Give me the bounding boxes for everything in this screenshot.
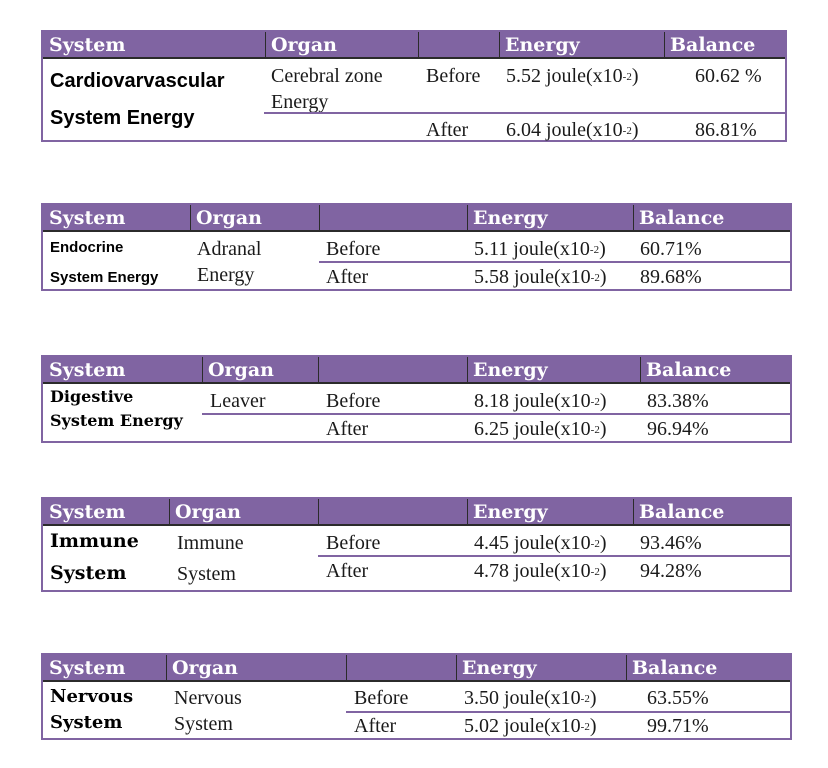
balance-before: 83.38% (647, 390, 709, 412)
balance-after: 99.71% (647, 715, 709, 737)
system-name-line2: System Energy (50, 411, 183, 430)
energy-after: 5.58 joule(x10-2) (474, 266, 607, 288)
system-name-line2: System Energy (50, 269, 159, 286)
phase-after: After (326, 418, 369, 440)
energy-after: 6.04 joule(x10-2) (506, 119, 639, 141)
phase-before: Before (354, 687, 409, 709)
energy-after: 4.78 joule(x10-2) (474, 560, 607, 582)
header-system: System (49, 34, 126, 56)
energy-before: 4.45 joule(x10-2) (474, 532, 607, 554)
organ-name: Leaver (210, 390, 266, 412)
energy-before: 3.50 joule(x10-2) (464, 687, 597, 709)
header-balance: Balance (632, 657, 718, 679)
table-header-row: System Organ Energy Balance (43, 499, 790, 526)
organ-name-line2: System (177, 563, 236, 585)
phase-after: After (326, 266, 369, 288)
balance-before: 93.46% (640, 532, 702, 554)
cardiovascular-energy-table: System Organ Energy Balance Cardiovarvas… (41, 30, 787, 142)
energy-after: 5.02 joule(x10-2) (464, 715, 597, 737)
energy-before: 5.11 joule(x10-2) (474, 238, 606, 260)
header-system: System (49, 501, 126, 523)
balance-after: 96.94% (647, 418, 709, 440)
header-organ: Organ (172, 657, 238, 679)
phase-before: Before (426, 65, 481, 87)
balance-after: 86.81% (695, 119, 757, 141)
system-name-line2: System Energy (50, 107, 195, 129)
nervous-energy-table: System Organ Energy Balance Nervous Syst… (41, 653, 792, 740)
row-divider (319, 261, 790, 263)
balance-after: 94.28% (640, 560, 702, 582)
balance-before: 63.55% (647, 687, 709, 709)
organ-name-line1: Immune (177, 532, 244, 554)
organ-name-line1: Cerebral zone (271, 65, 383, 87)
organ-name-line2: Energy (271, 91, 329, 113)
system-name-line1: Endocrine (50, 239, 124, 256)
balance-after: 89.68% (640, 266, 702, 288)
header-energy: Energy (473, 207, 548, 229)
phase-before: Before (326, 390, 381, 412)
organ-name-line1: Adranal (197, 238, 262, 260)
balance-before: 60.62 % (695, 65, 762, 87)
organ-name-line1: Nervous (174, 687, 242, 709)
header-balance: Balance (639, 501, 725, 523)
system-name-line2: System (50, 712, 123, 733)
header-organ: Organ (175, 501, 241, 523)
balance-before: 60.71% (640, 238, 702, 260)
table-header-row: System Organ Energy Balance (43, 357, 790, 384)
header-organ: Organ (271, 34, 337, 56)
header-system: System (49, 359, 126, 381)
table-header-row: System Organ Energy Balance (43, 655, 790, 682)
header-system: System (49, 207, 126, 229)
header-balance: Balance (646, 359, 732, 381)
header-energy: Energy (473, 359, 548, 381)
system-name-line1: Cardiovarvascular (50, 70, 225, 92)
energy-after: 6.25 joule(x10-2) (474, 418, 607, 440)
header-balance: Balance (639, 207, 725, 229)
header-energy: Energy (462, 657, 537, 679)
system-name-line1: Digestive (50, 387, 134, 406)
system-name-line1: Nervous (50, 686, 134, 707)
header-energy: Energy (505, 34, 580, 56)
phase-before: Before (326, 238, 381, 260)
row-divider (346, 711, 790, 713)
phase-after: After (326, 560, 369, 582)
energy-before: 8.18 joule(x10-2) (474, 390, 607, 412)
endocrine-energy-table: System Organ Energy Balance Endocrine Sy… (41, 203, 792, 291)
table-header-row: System Organ Energy Balance (43, 205, 790, 232)
phase-after: After (426, 119, 469, 141)
row-divider (264, 112, 785, 114)
phase-after: After (354, 715, 397, 737)
system-name-line2: System (50, 562, 127, 584)
digestive-energy-table: System Organ Energy Balance Digestive Sy… (41, 355, 792, 443)
organ-name-line2: System (174, 713, 233, 735)
phase-before: Before (326, 532, 381, 554)
table-header-row: System Organ Energy Balance (43, 32, 785, 59)
header-balance: Balance (670, 34, 756, 56)
header-energy: Energy (473, 501, 548, 523)
row-divider (318, 555, 790, 557)
organ-name-line2: Energy (197, 264, 255, 286)
row-divider (202, 413, 790, 415)
system-name-line1: Immune (50, 530, 139, 552)
immune-energy-table: System Organ Energy Balance Immune Syste… (41, 497, 792, 592)
header-system: System (49, 657, 126, 679)
energy-before: 5.52 joule(x10-2) (506, 65, 639, 87)
header-organ: Organ (196, 207, 262, 229)
header-organ: Organ (208, 359, 274, 381)
